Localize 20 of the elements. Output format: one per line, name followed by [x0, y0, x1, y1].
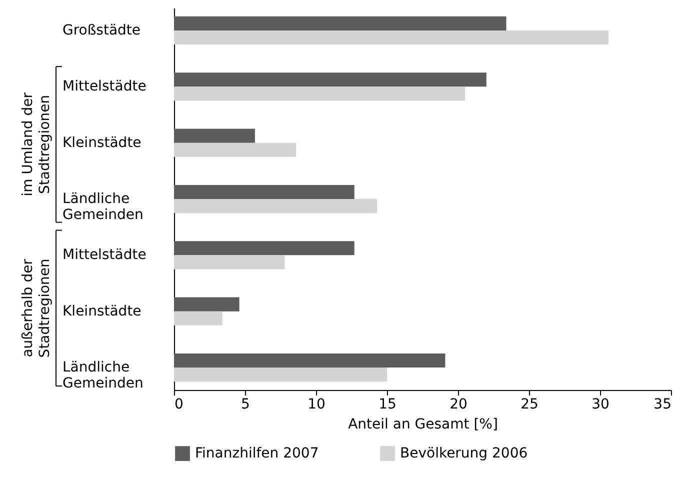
x-tick-label: 0 [174, 396, 184, 412]
x-tick-label: 35 [654, 396, 672, 412]
x-tick-label: 5 [241, 396, 250, 412]
y-tick-label: Mittelstädte [62, 78, 146, 95]
y-tick-label: Kleinstädte [62, 303, 142, 320]
text: im Umland der Stadtregionen [20, 92, 53, 196]
y-tick-label: Ländliche Gemeinden [62, 191, 144, 223]
y-tick-label: Kleinstädte [62, 134, 142, 151]
x-tick-label: 20 [450, 396, 468, 412]
legend-label: Finanzhilfen 2007 [195, 446, 319, 462]
y-tick-label: Großstädte [62, 22, 141, 38]
text: außerhalb der Stadtregionen [20, 258, 53, 358]
y-tick-label: Mittelstädte [62, 247, 146, 264]
x-tick-label: 30 [592, 396, 610, 412]
x-tick-label: 10 [308, 396, 326, 412]
x-axis-title: Anteil an Gesamt [%] [348, 416, 498, 432]
x-tick-label: 25 [520, 396, 538, 412]
y-tick-label: Ländliche Gemeinden [62, 360, 144, 392]
x-tick-label: 15 [378, 396, 396, 412]
legend-label: Bevölkerung 2006 [400, 446, 528, 462]
